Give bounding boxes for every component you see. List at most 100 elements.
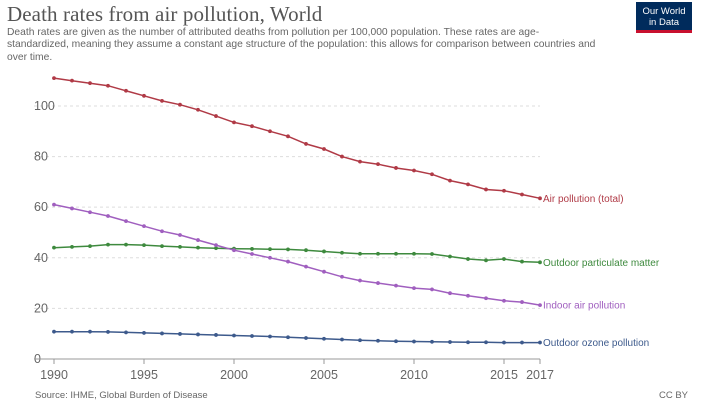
data-point xyxy=(106,83,110,88)
series-label: Air pollution (total) xyxy=(543,194,624,205)
data-point xyxy=(106,242,110,247)
series-line xyxy=(53,77,541,200)
data-point xyxy=(376,338,380,343)
data-point xyxy=(538,196,542,201)
owid-logo[interactable]: Our World in Data xyxy=(636,2,692,33)
data-point xyxy=(340,274,344,279)
data-point xyxy=(124,242,128,247)
data-point xyxy=(268,247,272,252)
data-point xyxy=(466,293,470,298)
series-air-pollution-total xyxy=(52,76,542,201)
source-note[interactable]: Source: IHME, Global Burden of Disease xyxy=(35,390,208,401)
data-point xyxy=(214,246,218,251)
data-point xyxy=(322,336,326,341)
data-point xyxy=(448,178,452,183)
data-point xyxy=(358,278,362,283)
data-point xyxy=(394,166,398,170)
data-point xyxy=(322,249,326,254)
data-point xyxy=(412,339,416,344)
series-lines xyxy=(52,76,542,345)
data-point xyxy=(502,257,506,261)
data-point xyxy=(502,298,506,303)
data-point xyxy=(160,98,164,103)
series-indoor-air-pollution xyxy=(52,202,542,308)
data-point xyxy=(322,269,326,274)
data-point xyxy=(340,337,344,342)
data-point xyxy=(412,251,416,256)
data-point xyxy=(196,107,200,112)
logo-line-2: in Data xyxy=(648,17,680,28)
data-point xyxy=(538,340,542,345)
data-point xyxy=(358,338,362,343)
data-point xyxy=(268,255,272,260)
data-point xyxy=(286,134,290,139)
series-label: Outdoor particulate matter xyxy=(543,258,660,269)
data-point xyxy=(88,329,92,334)
x-tick-label: 2000 xyxy=(220,368,248,382)
data-point xyxy=(304,264,308,269)
data-point xyxy=(484,187,488,192)
data-point xyxy=(466,257,470,261)
data-point xyxy=(322,147,326,151)
x-tick-label: 2015 xyxy=(490,368,518,382)
data-point xyxy=(358,159,362,164)
data-point xyxy=(142,331,146,335)
data-point xyxy=(304,248,308,253)
data-point xyxy=(376,281,380,285)
data-point xyxy=(88,81,92,86)
data-point xyxy=(430,172,434,177)
data-point xyxy=(178,332,182,336)
data-point xyxy=(142,224,146,229)
series-outdoor-particulate-matter xyxy=(52,242,542,265)
data-point xyxy=(160,244,164,249)
data-point xyxy=(286,335,290,340)
data-point xyxy=(160,229,164,234)
data-point xyxy=(268,129,272,134)
data-point xyxy=(268,334,272,339)
data-point xyxy=(88,244,92,249)
data-point xyxy=(376,251,380,256)
x-tick-label: 2005 xyxy=(310,368,338,382)
data-point xyxy=(250,247,254,251)
x-axis: 1990 1995 2000 2005 2010 2015 2017 xyxy=(34,358,554,382)
series-labels: Air pollution (total) Outdoor particulate… xyxy=(543,194,660,349)
data-point xyxy=(538,303,542,308)
data-point xyxy=(286,259,290,264)
data-point xyxy=(196,245,200,250)
y-tick-label: 80 xyxy=(34,150,48,164)
data-point xyxy=(178,245,182,249)
data-point xyxy=(52,202,56,207)
data-point xyxy=(250,124,254,129)
data-point xyxy=(520,259,524,264)
data-point xyxy=(106,330,110,334)
series-label: Indoor air pollution xyxy=(543,301,625,312)
data-point xyxy=(340,154,344,159)
data-point xyxy=(52,245,56,250)
data-point xyxy=(340,250,344,255)
data-point xyxy=(484,258,488,263)
data-point xyxy=(466,340,470,345)
data-point xyxy=(376,162,380,167)
logo-line-1: Our World xyxy=(642,6,686,17)
x-tick-label: 1990 xyxy=(40,368,68,382)
series-line xyxy=(53,243,541,264)
data-point xyxy=(178,233,182,237)
data-point xyxy=(142,243,146,248)
series-line xyxy=(53,203,541,306)
data-point xyxy=(214,243,218,248)
data-point xyxy=(304,142,308,146)
data-point xyxy=(430,287,434,292)
license-link[interactable]: CC BY xyxy=(658,390,688,401)
data-point xyxy=(70,245,74,249)
x-tick-label: 2017 xyxy=(526,368,554,382)
y-tick-label: 40 xyxy=(34,251,48,265)
data-point xyxy=(358,251,362,256)
data-point xyxy=(394,339,398,344)
x-tick-label: 1995 xyxy=(130,368,158,382)
data-point xyxy=(52,329,56,334)
data-point xyxy=(70,206,74,211)
data-point xyxy=(214,333,218,337)
y-tick-label: 20 xyxy=(34,301,48,315)
